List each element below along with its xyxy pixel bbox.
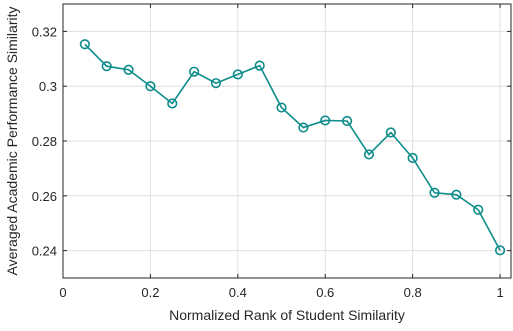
x-axis-ticks: 0 0.2 0.4 0.6 0.8 1 <box>59 4 504 300</box>
x-tick-label: 0.6 <box>316 285 334 300</box>
data-point <box>320 115 331 126</box>
data-point <box>494 245 506 256</box>
data-point <box>385 127 396 138</box>
data-point <box>451 189 462 200</box>
data-point <box>254 60 265 71</box>
y-tick-label: 0.3 <box>39 79 57 94</box>
y-tick-label: 0.26 <box>32 189 57 204</box>
x-axis-label: Normalized Rank of Student Similarity <box>169 307 405 323</box>
x-tick-label: 1 <box>496 285 503 300</box>
grid-lines <box>62 4 511 278</box>
data-point <box>189 66 200 77</box>
data-point <box>232 69 243 80</box>
data-point <box>145 81 156 92</box>
x-tick-label: 0.4 <box>229 285 247 300</box>
data-point <box>298 122 309 133</box>
y-axis-ticks: 0.24 0.26 0.28 0.3 0.32 <box>32 24 511 259</box>
series-line <box>84 43 501 251</box>
y-tick-label: 0.28 <box>32 134 57 149</box>
data-point <box>79 39 90 50</box>
data-point <box>101 61 112 72</box>
x-tick-label: 0.2 <box>141 285 159 300</box>
series-group <box>79 39 506 256</box>
y-tick-label: 0.24 <box>32 244 57 259</box>
data-point <box>363 149 375 160</box>
data-point <box>167 98 178 109</box>
data-point <box>210 78 222 89</box>
data-point <box>407 152 418 164</box>
x-tick-label: 0.8 <box>404 285 422 300</box>
data-point <box>473 204 484 215</box>
data-point <box>123 64 134 75</box>
y-axis-label: Averaged Academic Performance Similarity <box>4 7 20 276</box>
y-tick-label: 0.32 <box>32 24 57 39</box>
data-point <box>341 115 353 127</box>
data-point <box>429 187 440 198</box>
data-point <box>276 102 287 113</box>
x-tick-label: 0 <box>59 285 66 300</box>
